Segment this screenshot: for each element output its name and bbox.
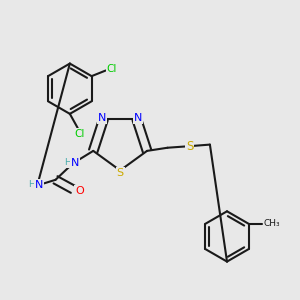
Text: N: N [134,113,142,123]
Text: S: S [117,168,124,178]
Text: H: H [28,180,35,189]
Text: O: O [75,186,84,196]
Text: Cl: Cl [107,64,117,74]
Text: S: S [186,140,193,153]
Text: CH₃: CH₃ [264,219,280,228]
Text: H: H [64,158,70,167]
Text: Cl: Cl [74,129,85,139]
Text: N: N [98,113,106,123]
Text: N: N [35,179,44,190]
Text: N: N [70,158,79,167]
